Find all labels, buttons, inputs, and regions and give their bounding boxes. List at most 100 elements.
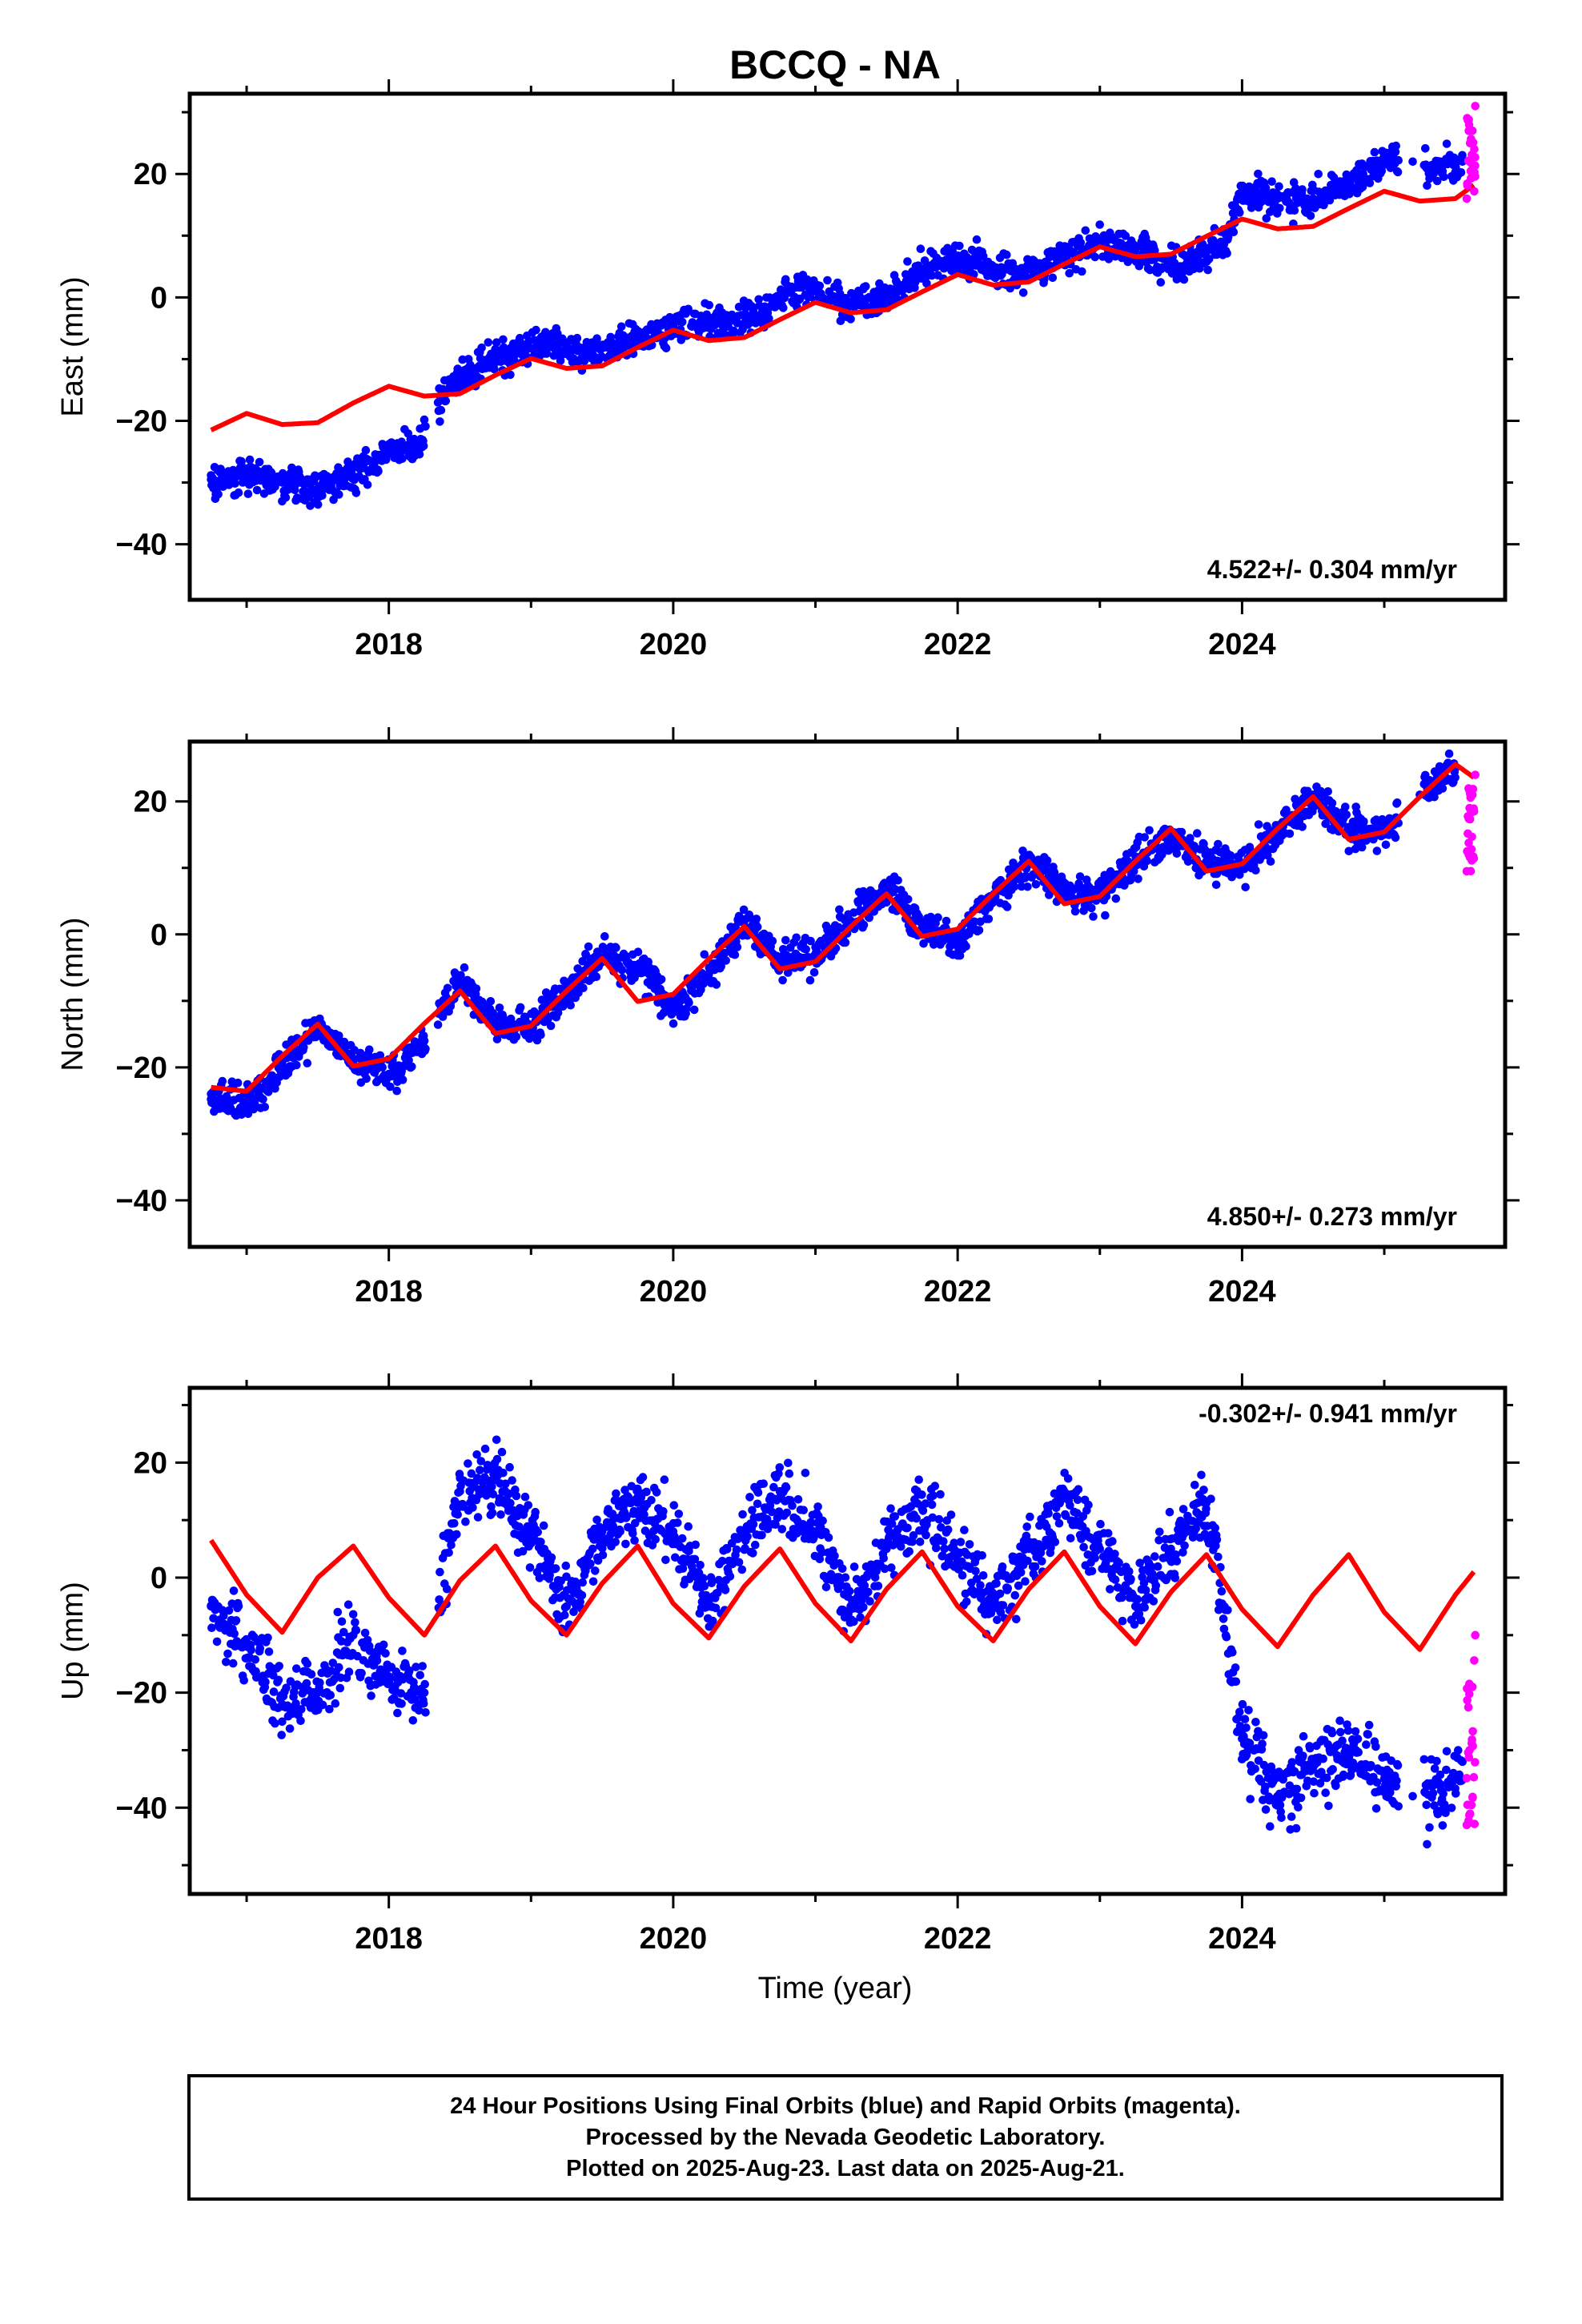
final-orbit-point	[393, 1708, 402, 1718]
final-orbit-point	[1231, 1677, 1241, 1687]
final-orbit-point	[1341, 802, 1350, 811]
final-orbit-point	[492, 1435, 501, 1445]
final-orbit-point	[717, 962, 725, 971]
final-orbit-point	[652, 1488, 661, 1497]
final-orbit-point	[626, 336, 635, 345]
final-orbit-point	[1065, 268, 1074, 278]
final-orbit-point	[344, 1667, 354, 1676]
final-orbit-point	[1073, 1495, 1082, 1505]
final-orbit-point	[282, 1040, 291, 1049]
final-orbit-point	[815, 1554, 825, 1564]
final-orbit-point	[234, 488, 243, 497]
y-tick-label: 20	[134, 786, 167, 819]
final-orbit-point	[367, 1691, 375, 1700]
final-orbit-point	[861, 282, 870, 291]
final-orbit-point	[222, 1658, 231, 1667]
rapid-orbit-point	[1468, 126, 1477, 135]
final-orbit-point	[674, 1510, 684, 1518]
final-orbit-point	[1290, 206, 1299, 215]
final-orbit-point	[259, 1095, 267, 1104]
final-orbit-point	[805, 975, 815, 985]
final-orbit-point	[953, 936, 962, 946]
final-orbit-point	[722, 1545, 732, 1554]
final-orbit-point	[1223, 231, 1232, 240]
final-orbit-point	[576, 1597, 584, 1606]
final-orbit-point	[711, 317, 721, 327]
final-orbit-point	[335, 1683, 345, 1693]
final-orbit-point	[823, 275, 832, 285]
final-orbit-point	[553, 1008, 563, 1017]
final-orbit-point	[1235, 870, 1244, 879]
final-orbit-point	[486, 997, 496, 1006]
final-orbit-point	[547, 1553, 556, 1562]
final-orbit-point	[452, 1530, 461, 1539]
final-orbit-point	[845, 1586, 854, 1596]
final-orbit-point	[950, 1538, 958, 1547]
final-orbit-point	[1084, 1500, 1093, 1510]
final-orbit-point	[476, 1466, 484, 1474]
final-orbit-point	[759, 1479, 768, 1488]
final-orbit-point	[1087, 1566, 1097, 1576]
final-orbit-point	[732, 1545, 741, 1554]
y-tick-label: −20	[116, 404, 167, 438]
final-orbit-point	[1111, 894, 1121, 903]
final-orbit-point	[326, 1691, 335, 1699]
final-orbit-point	[984, 915, 994, 923]
final-orbit-point	[1275, 203, 1284, 213]
final-orbit-point	[1151, 1581, 1161, 1590]
final-orbit-point	[335, 1663, 343, 1672]
final-orbit-point	[1214, 839, 1223, 849]
final-orbit-point	[1050, 1538, 1060, 1546]
final-orbit-point	[1142, 856, 1151, 866]
final-orbit-point	[849, 1562, 859, 1571]
rapid-orbit-point	[1465, 853, 1475, 862]
final-orbit-point	[328, 1659, 338, 1667]
final-orbit-point	[1298, 822, 1307, 831]
y-tick-label: −40	[116, 1184, 167, 1218]
final-orbit-point	[1030, 1562, 1040, 1571]
final-orbit-point	[903, 257, 912, 266]
final-orbit-point	[598, 1550, 608, 1560]
final-orbit-point	[477, 343, 486, 352]
final-orbit-point	[616, 1526, 624, 1536]
final-orbit-point	[384, 447, 393, 456]
final-orbit-point	[580, 356, 589, 366]
final-orbit-point	[1235, 208, 1244, 217]
final-orbit-point	[1130, 1620, 1139, 1629]
final-orbit-point	[443, 983, 452, 993]
final-orbit-point	[925, 262, 934, 271]
final-orbit-point	[1235, 1707, 1244, 1716]
final-orbit-point	[242, 472, 251, 481]
final-orbit-point	[456, 976, 464, 986]
final-orbit-point	[1261, 183, 1271, 193]
final-orbit-point	[940, 1544, 949, 1554]
final-orbit-point	[912, 1514, 921, 1523]
final-orbit-point	[751, 1540, 760, 1550]
final-orbit-point	[1110, 1550, 1119, 1558]
final-orbit-point	[491, 355, 500, 364]
rapid-orbit-point	[1462, 866, 1472, 876]
plot-frame	[187, 91, 1508, 602]
final-orbit-point	[730, 950, 740, 959]
final-orbit-point	[1095, 237, 1105, 247]
final-orbit-point	[617, 966, 627, 975]
final-orbit-point	[1002, 903, 1012, 911]
final-orbit-point	[527, 1538, 536, 1548]
final-orbit-point	[817, 1548, 827, 1557]
final-orbit-point	[416, 1671, 424, 1679]
final-orbit-point	[638, 1473, 648, 1482]
final-orbit-point	[444, 1548, 453, 1557]
y-axis-label: North (mm)	[56, 917, 90, 1071]
final-orbit-point	[1066, 1501, 1074, 1510]
final-orbit-point	[398, 1076, 408, 1084]
final-orbit-point	[584, 348, 592, 358]
final-orbit-point	[793, 1529, 801, 1538]
final-orbit-point	[1432, 176, 1442, 186]
final-orbit-point	[917, 923, 927, 932]
final-orbit-point	[939, 936, 948, 945]
final-orbit-point	[992, 1578, 1001, 1588]
final-orbit-point	[661, 344, 671, 353]
final-orbit-point	[1110, 1575, 1120, 1584]
final-orbit-point	[739, 905, 749, 915]
final-orbit-point	[467, 1469, 476, 1478]
